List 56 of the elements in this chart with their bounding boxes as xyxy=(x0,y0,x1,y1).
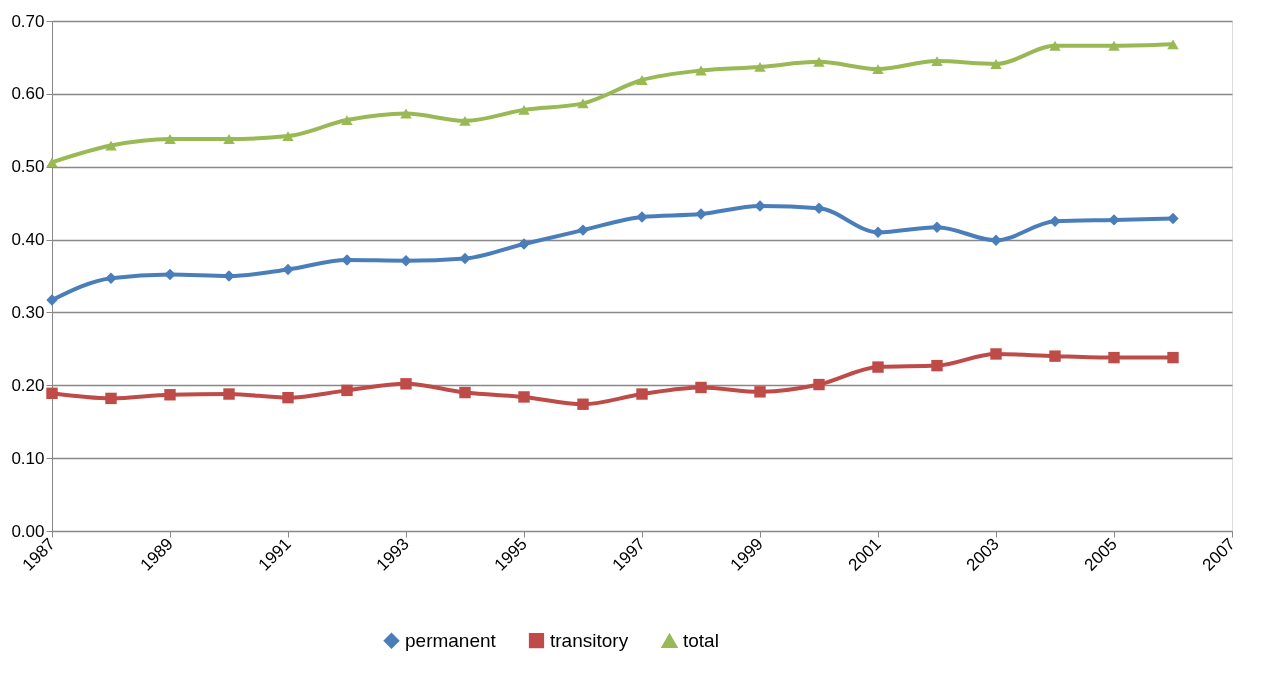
point xyxy=(400,108,412,119)
point xyxy=(1108,351,1120,364)
point xyxy=(400,378,412,390)
point xyxy=(813,378,825,391)
point xyxy=(577,98,589,109)
y-tick-label: 0.70 xyxy=(11,11,45,31)
point xyxy=(282,131,294,142)
point xyxy=(223,134,235,144)
point xyxy=(341,115,353,126)
point xyxy=(46,294,58,306)
point xyxy=(459,386,471,399)
point xyxy=(164,389,176,401)
point xyxy=(754,386,766,398)
y-tick-label: 0.20 xyxy=(11,375,45,395)
point xyxy=(813,56,825,67)
point xyxy=(872,361,884,373)
point xyxy=(695,208,707,220)
point xyxy=(1049,40,1061,51)
point xyxy=(1167,351,1179,364)
point xyxy=(931,56,943,67)
point xyxy=(695,65,707,76)
y-tick-label: 0.00 xyxy=(11,521,45,541)
point xyxy=(1167,39,1179,50)
point xyxy=(577,398,589,410)
point xyxy=(636,75,648,85)
legend-label: permanent xyxy=(405,629,497,651)
y-tick-label: 0.40 xyxy=(11,230,45,250)
point xyxy=(518,391,530,403)
point xyxy=(636,388,648,400)
point xyxy=(518,238,530,250)
point xyxy=(282,391,294,404)
y-tick-label: 0.30 xyxy=(11,302,45,322)
point xyxy=(518,104,530,115)
point xyxy=(695,381,707,394)
point xyxy=(105,392,117,405)
point xyxy=(990,348,1002,360)
point xyxy=(1049,350,1061,362)
point xyxy=(990,59,1002,69)
point xyxy=(105,140,117,151)
y-tick-label: 0.60 xyxy=(11,84,45,104)
point xyxy=(872,64,884,75)
point xyxy=(164,134,176,144)
legend-label: total xyxy=(683,630,719,652)
point xyxy=(1108,40,1120,51)
point xyxy=(577,224,589,236)
legend-label: transitory xyxy=(550,629,629,651)
y-tick-label: 0.10 xyxy=(11,448,45,468)
point xyxy=(931,221,943,233)
point xyxy=(105,272,117,284)
point xyxy=(341,384,353,397)
point xyxy=(459,115,471,126)
point xyxy=(223,388,235,400)
y-tick-label: 0.50 xyxy=(11,157,45,177)
point xyxy=(931,359,943,372)
point xyxy=(636,211,648,223)
point xyxy=(754,61,766,72)
